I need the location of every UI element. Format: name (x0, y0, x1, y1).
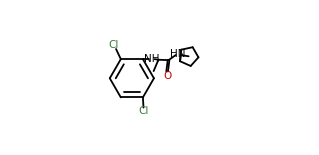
Text: O: O (163, 71, 171, 80)
Text: HN: HN (170, 49, 186, 60)
Text: Cl: Cl (108, 40, 119, 50)
Text: NH: NH (144, 54, 160, 64)
Text: Cl: Cl (138, 106, 149, 116)
